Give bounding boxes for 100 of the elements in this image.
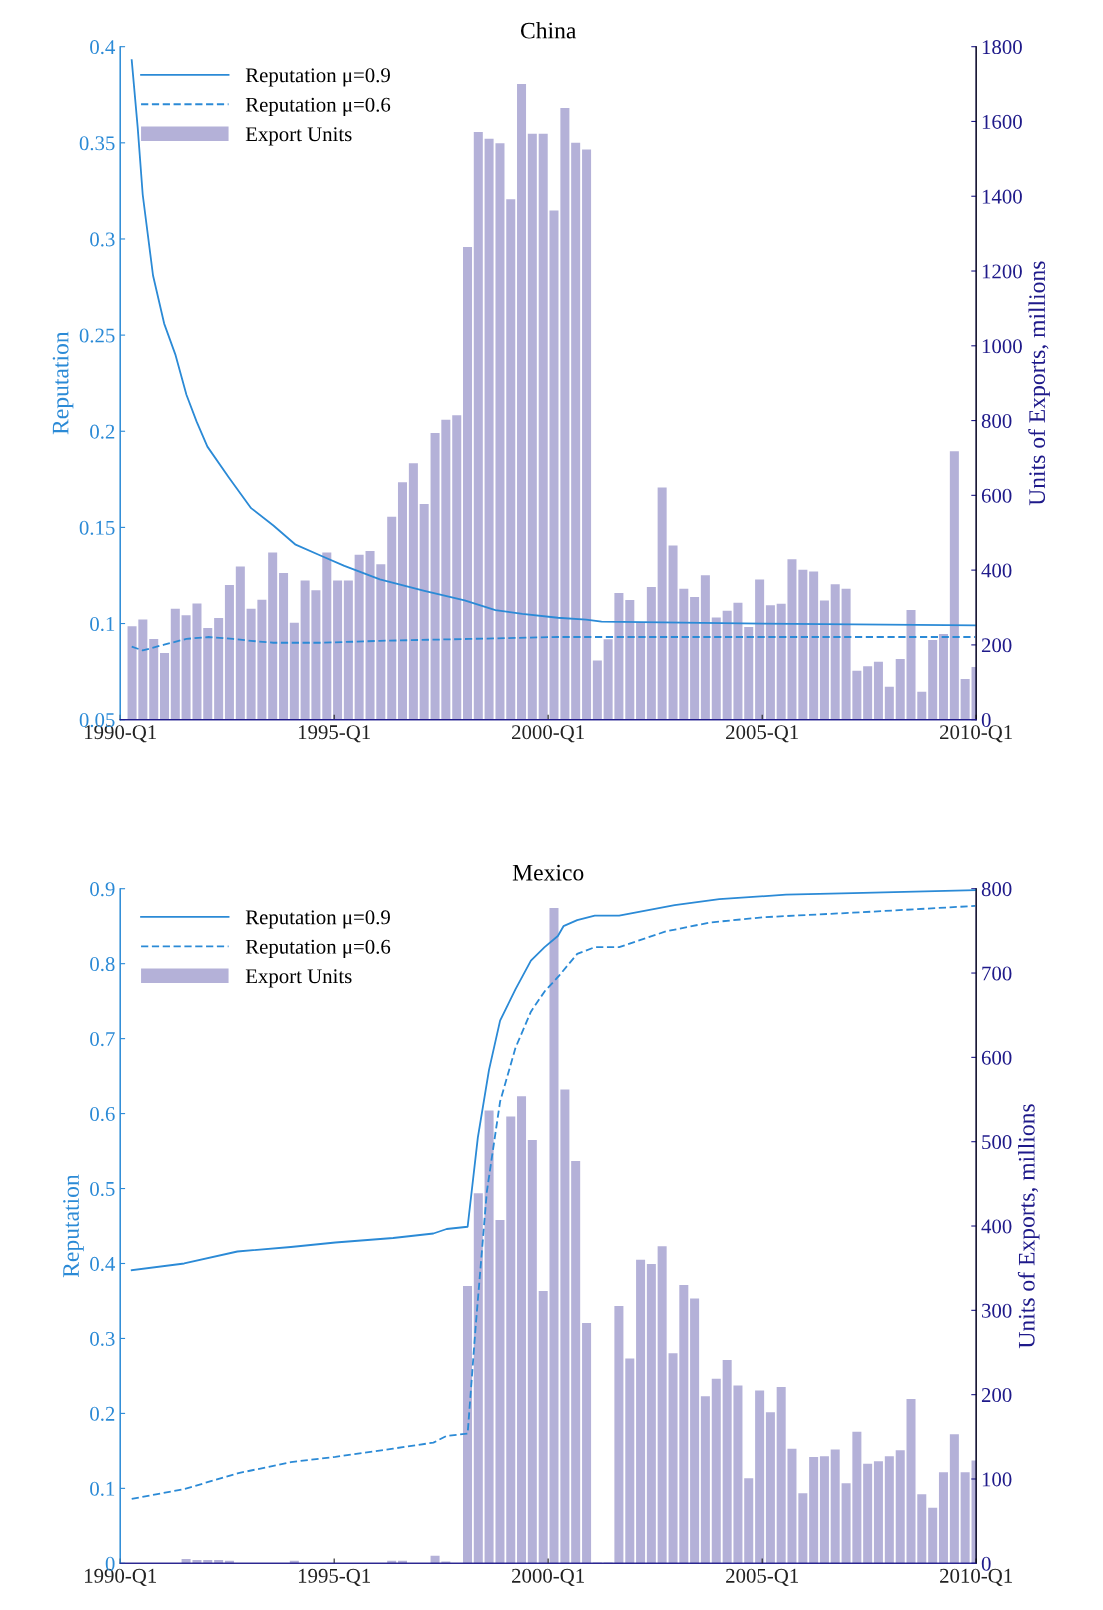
legend-label: Export Units	[245, 127, 352, 146]
line-series	[130, 59, 977, 627]
y2-tick-label: 700	[982, 966, 1012, 981]
bar	[463, 1285, 473, 1564]
bar	[928, 640, 938, 720]
bar	[830, 584, 840, 720]
line-series	[130, 636, 977, 652]
y-tick-label: 0.8	[90, 957, 115, 972]
legend-label: Reputation μ=0.9	[245, 68, 390, 87]
bar	[203, 628, 213, 720]
bar	[949, 1434, 959, 1564]
bar	[884, 686, 894, 720]
y2-tick-label: 100	[982, 1472, 1012, 1487]
bar	[582, 1322, 592, 1564]
bar	[819, 1456, 829, 1564]
y-tick-label: 0.4	[90, 40, 116, 55]
y2-tick-label: 400	[981, 1219, 1012, 1234]
bar	[744, 626, 754, 720]
bar	[863, 666, 873, 720]
y-tick-label: 0.2	[90, 1406, 115, 1421]
bar	[527, 1140, 537, 1564]
bar	[657, 1246, 667, 1564]
bar	[949, 451, 959, 720]
bar	[863, 1463, 873, 1564]
y-tick-label: 0.2	[90, 424, 115, 439]
y2-tick-label: 1400	[982, 189, 1022, 204]
y2-tick-label: 1600	[982, 114, 1022, 129]
y-tick-label: 0.05	[79, 713, 115, 728]
bar	[160, 653, 170, 720]
bar	[646, 1263, 656, 1564]
bar	[938, 634, 948, 720]
y2-tick-label: 400	[981, 563, 1012, 578]
bar	[625, 600, 635, 720]
bar	[884, 1456, 894, 1564]
y-tick-label: 0.4	[90, 1256, 116, 1272]
x-tick-label: 1995-Q1	[298, 1568, 370, 1587]
x-tick-label: 2000-Q1	[512, 725, 584, 743]
bar	[711, 1378, 721, 1564]
y2-tick-label: 500	[982, 1135, 1012, 1150]
bar	[517, 84, 527, 720]
y-tick-label: 0.35	[79, 136, 115, 151]
y2-axis-title: Units of Exports, millions	[1017, 1104, 1040, 1349]
bar	[289, 622, 299, 720]
y2-tick-label: 1800	[982, 40, 1022, 55]
bar	[322, 552, 332, 720]
y-tick-label: 0.3	[90, 232, 115, 247]
bar	[333, 580, 343, 720]
y-tick-label: 0.5	[90, 1181, 115, 1197]
x-tick-label: 1990-Q1	[85, 725, 157, 743]
y-tick-label: 0.6	[90, 1106, 115, 1122]
bar	[700, 575, 710, 720]
bar	[214, 617, 224, 720]
x-tick-label: 2005-Q1	[726, 725, 798, 743]
bar	[571, 1161, 581, 1564]
bar	[473, 131, 483, 720]
bar	[214, 1559, 224, 1564]
line-series	[130, 889, 977, 1272]
bar	[744, 1478, 754, 1564]
bar	[636, 622, 646, 720]
legend-label: Reputation μ=0.6	[245, 939, 391, 959]
y-tick-label: 0.3	[90, 1331, 115, 1346]
bar	[506, 1116, 516, 1564]
y-tick-label: 0.25	[79, 328, 115, 343]
legend-label: Export Units	[245, 969, 352, 988]
bar	[279, 573, 289, 720]
bar	[170, 608, 180, 720]
bar	[343, 580, 353, 720]
bar	[928, 1507, 938, 1564]
bar	[938, 1472, 948, 1564]
bar	[592, 660, 602, 720]
bar	[809, 1457, 819, 1564]
legend-label: Reputation μ=0.6	[245, 97, 391, 117]
bar	[873, 661, 883, 720]
chart-title: China	[520, 21, 577, 39]
line-series	[130, 905, 977, 1500]
y2-tick-label: 800	[981, 882, 1012, 897]
bar	[473, 1193, 483, 1564]
bar	[755, 579, 765, 720]
x-tick-label: 2010-Q1	[940, 725, 1012, 743]
bar	[798, 1493, 808, 1564]
y-tick-label: 0.9	[90, 882, 115, 897]
bar	[625, 1358, 635, 1564]
chart-title: Mexico	[512, 864, 584, 881]
y2-tick-label: 800	[981, 413, 1012, 428]
bar	[149, 638, 159, 720]
y2-tick-label: 200	[981, 638, 1012, 653]
bar	[646, 586, 656, 720]
y2-tick-label: 200	[981, 1388, 1012, 1403]
bar	[873, 1461, 883, 1564]
bar	[268, 552, 278, 720]
x-tick-label: 2005-Q1	[726, 1568, 798, 1587]
bar	[354, 554, 364, 720]
y2-tick-label: 600	[981, 488, 1012, 503]
y2-tick-label: 0	[981, 713, 991, 728]
y2-axis-title: Units of Exports, millions	[1028, 261, 1050, 506]
bar	[582, 149, 592, 720]
y-tick-label: 0.1	[90, 1481, 115, 1496]
bar	[397, 482, 407, 720]
bar	[690, 597, 700, 720]
bar	[657, 487, 667, 720]
